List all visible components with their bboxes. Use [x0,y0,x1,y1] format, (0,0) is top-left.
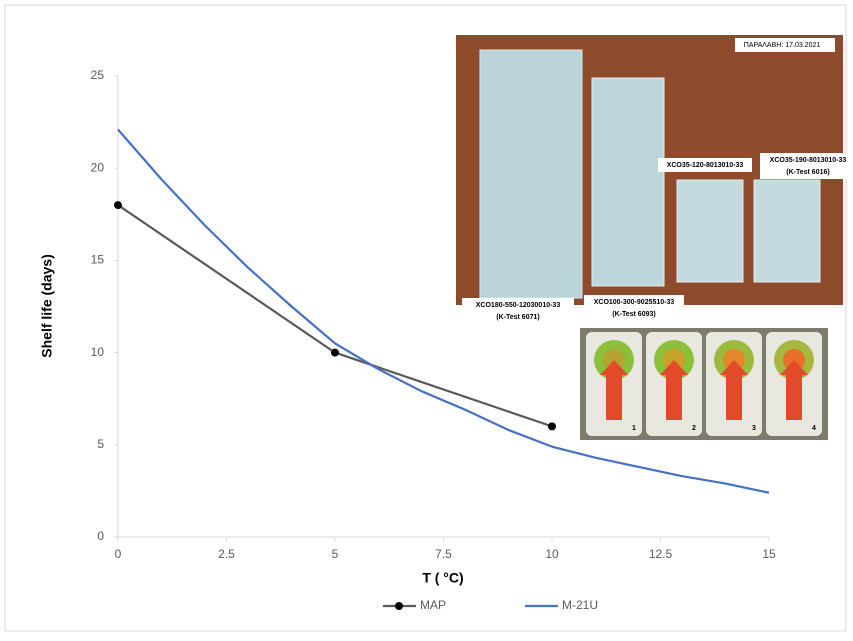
photo-label: 4 [812,425,816,432]
y-tick-label: 25 [91,68,105,82]
y-axis-title: Shelf life (days) [39,254,55,357]
x-tick-label: 12.5 [649,547,673,561]
x-tick-label: 2.5 [218,547,235,561]
photo-label: XCO35-120-8013010-33 [667,162,744,169]
x-tick-label: 5 [332,547,339,561]
x-axis-title: T ( °C) [422,570,463,586]
photo-label: (K-Test 6071) [496,314,539,321]
photo-label: (K-Test 6016) [786,169,829,176]
photo-label: XCO100-300-9025510-33 [594,299,675,306]
photo-indicators [580,328,828,440]
point [331,349,339,357]
photo-label: XCO180-550-12030010-33 [476,302,561,309]
photo-label: (K-Test 6093) [612,311,655,318]
photo-label: XCO35-190-8013010-33 [770,157,847,164]
photo-label: 3 [752,425,756,432]
x-tick-label: 7.5 [435,547,452,561]
photo-label: ΠΑΡΑΛΑΒΗ: 17.03.2021 [744,42,821,49]
point [114,201,122,209]
y-tick-label: 10 [91,345,105,359]
y-tick-label: 5 [97,437,104,451]
x-tick-label: 0 [115,547,122,561]
y-tick-label: 20 [91,160,105,174]
photo-packaging [456,35,853,324]
legend-label: M-21U [562,598,598,612]
legend-marker [395,602,403,610]
x-tick-label: 10 [545,547,559,561]
chart: Shelf life (days) T ( °C) 051015202502.5… [0,0,853,636]
x-tick-label: 15 [762,547,776,561]
photo-label: 1 [632,425,636,432]
photo-label: 2 [692,425,696,432]
legend-label: MAP [420,598,446,612]
point [548,422,556,430]
y-tick-label: 0 [97,529,104,543]
y-tick-label: 15 [91,253,105,267]
